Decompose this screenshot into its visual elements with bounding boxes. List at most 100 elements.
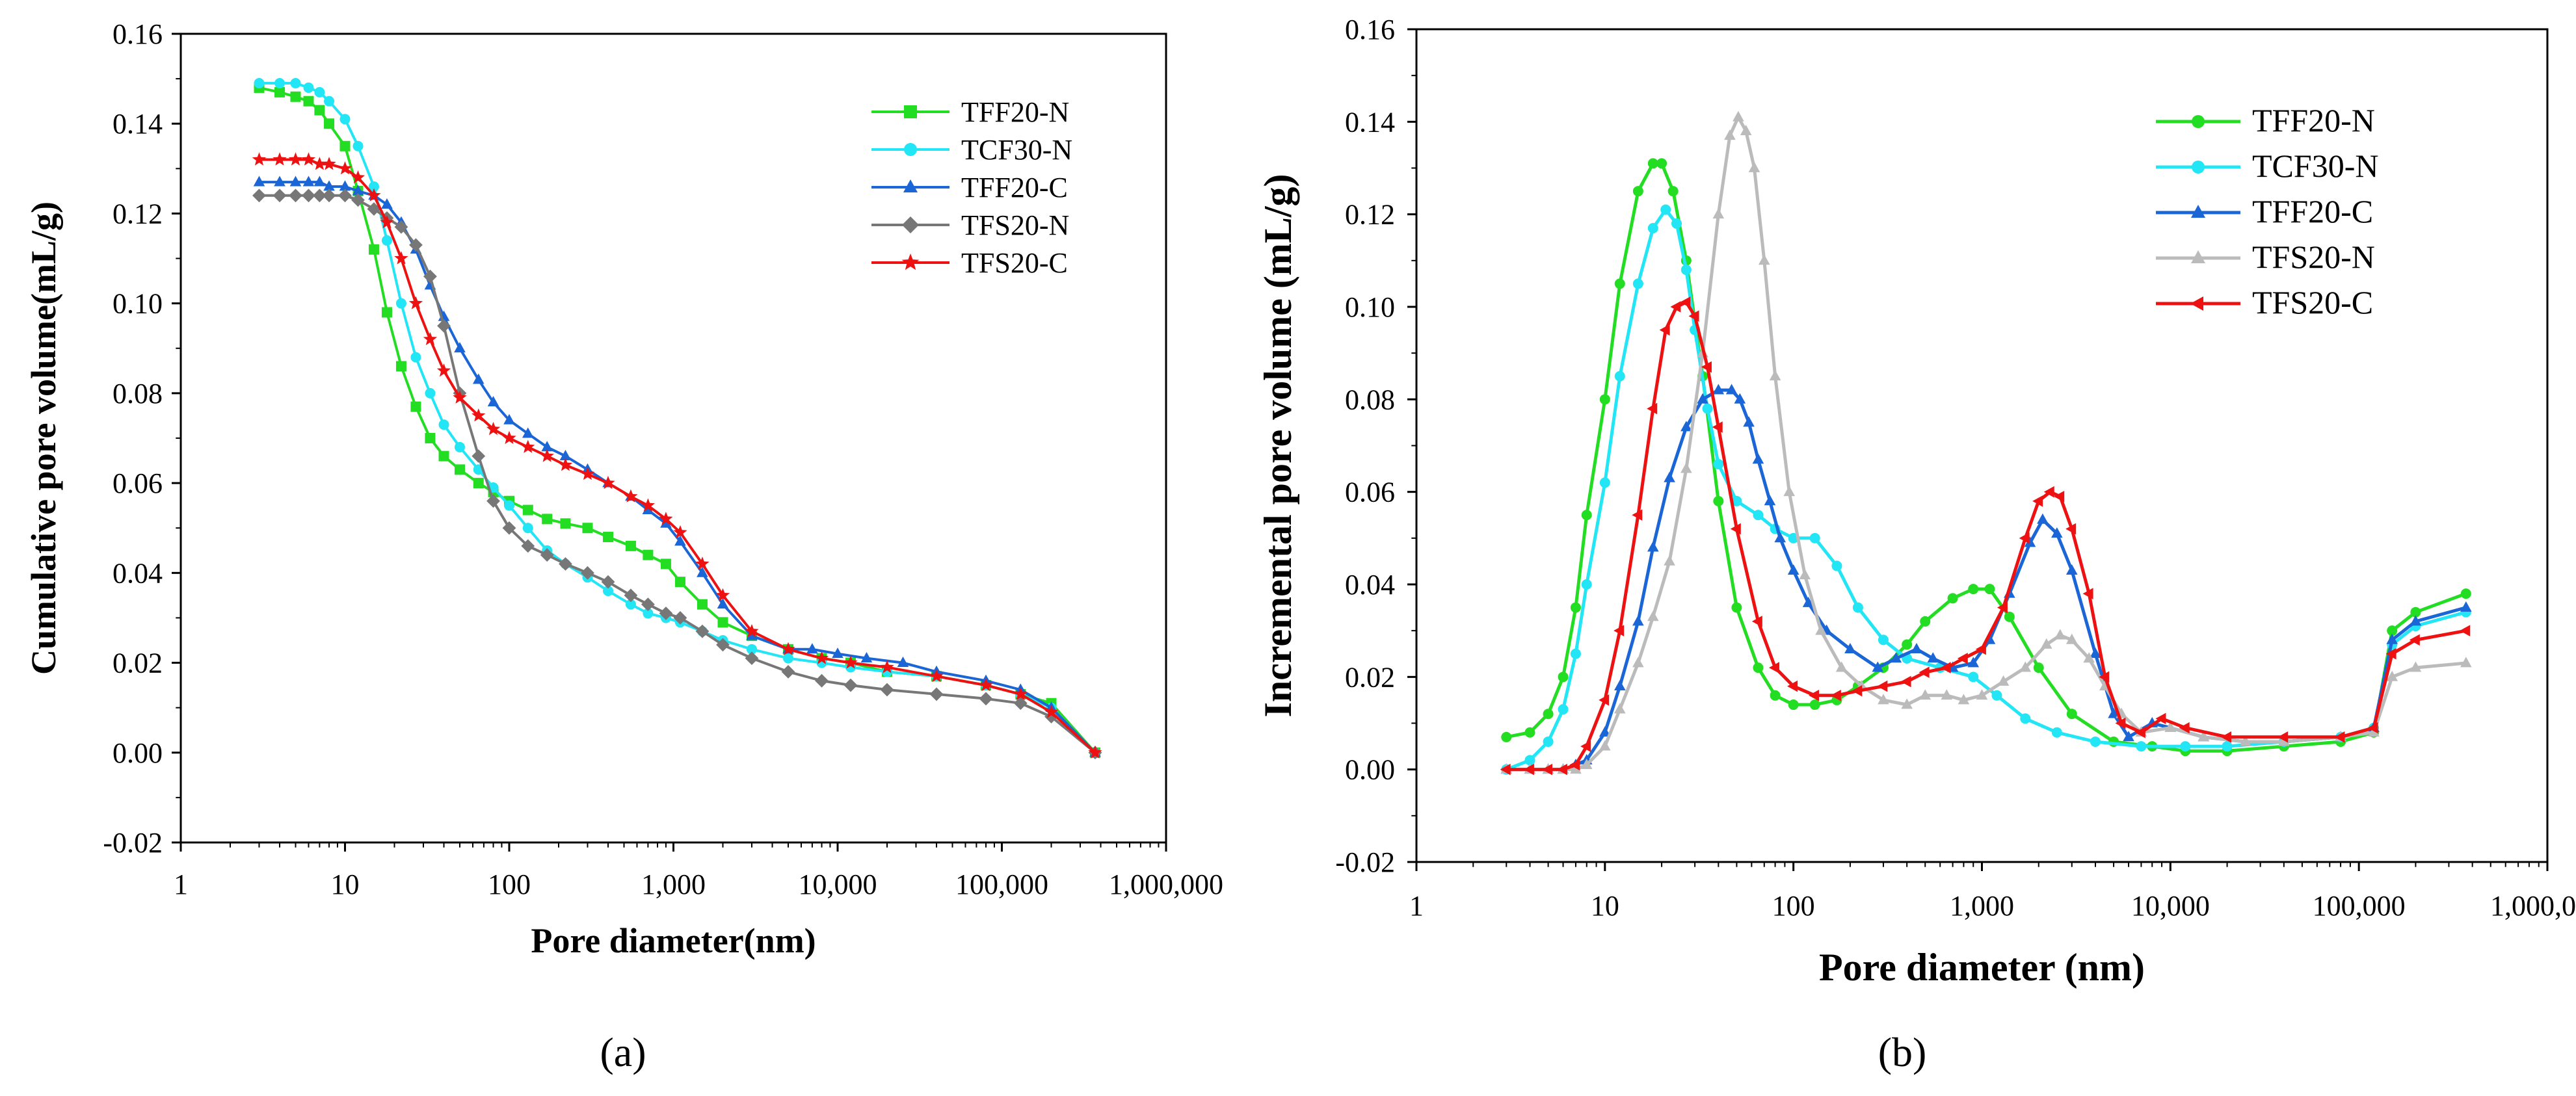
data-point: [673, 525, 687, 539]
data-point: [2066, 709, 2077, 720]
legend-label: TFF20-C: [2252, 193, 2373, 229]
legend-label: TCF30-N: [961, 134, 1072, 166]
data-point: [1013, 686, 1028, 700]
data-point: [1787, 680, 1798, 692]
legend-marker: [2191, 250, 2205, 263]
y-axis-title: Incremental pore volume (mL/g): [1256, 174, 1299, 718]
data-point: [1712, 384, 1725, 395]
data-point: [1667, 186, 1679, 197]
data-point: [395, 361, 406, 372]
legend-marker: [901, 254, 920, 270]
x-tick-label: 1: [1409, 890, 1424, 922]
data-point: [313, 176, 326, 187]
data-point: [367, 202, 381, 216]
data-point: [1599, 394, 1610, 405]
legend-label: TCF30-N: [2252, 148, 2378, 184]
data-point: [1712, 421, 1723, 433]
y-tick-label: 0.10: [1345, 291, 1395, 323]
data-point: [1997, 675, 2010, 686]
data-point: [324, 118, 335, 129]
data-point: [274, 78, 285, 89]
data-point: [1751, 616, 1762, 627]
data-point: [624, 588, 638, 603]
data-point: [540, 449, 554, 462]
data-point: [2410, 607, 2421, 618]
data-point: [1614, 278, 1625, 289]
data-point: [1599, 726, 1611, 737]
data-point: [1730, 523, 1741, 535]
data-point: [381, 235, 392, 246]
data-point: [1713, 495, 1724, 506]
data-point: [1713, 458, 1724, 469]
data-point: [339, 180, 351, 191]
data-point: [302, 176, 315, 187]
y-tick-label: 0.10: [113, 288, 163, 320]
x-axis-title: Pore diameter(nm): [531, 921, 816, 960]
data-point: [312, 189, 326, 203]
data-point: [559, 557, 572, 571]
data-point: [487, 396, 499, 407]
y-tick-label: 0.14: [1345, 106, 1395, 138]
data-point: [1632, 186, 1643, 197]
data-point: [1524, 727, 1535, 738]
data-point: [2024, 536, 2036, 547]
data-point: [2043, 486, 2054, 498]
data-point: [1647, 402, 1658, 415]
data-point: [2082, 588, 2093, 600]
data-point: [2040, 638, 2052, 649]
data-point: [1878, 634, 1889, 646]
data-point: [1688, 310, 1699, 322]
data-point: [1940, 662, 1951, 673]
data-point: [2051, 527, 2063, 538]
data-point: [2099, 671, 2110, 683]
data-point: [1614, 371, 1625, 382]
data-point: [979, 677, 993, 692]
x-tick-label: 100: [1772, 890, 1815, 922]
data-point: [2004, 611, 2015, 622]
data-point: [581, 566, 594, 580]
data-point: [1768, 662, 1779, 673]
data-point: [486, 422, 501, 436]
data-point: [1748, 161, 1760, 172]
data-point: [381, 198, 393, 209]
data-point: [624, 489, 638, 502]
data-point: [695, 556, 710, 570]
data-point: [1958, 694, 1970, 705]
data-point: [1770, 690, 1781, 701]
legend-label: TFS20-C: [2252, 284, 2373, 320]
data-point: [367, 188, 381, 202]
data-point: [880, 683, 894, 697]
data-point: [438, 450, 449, 462]
data-point: [410, 401, 421, 412]
data-point: [674, 577, 685, 588]
data-point: [409, 238, 423, 252]
data-point: [2090, 736, 2101, 747]
data-point: [437, 319, 451, 333]
data-point: [1809, 690, 1820, 701]
data-point: [2460, 625, 2471, 636]
data-point: [641, 597, 655, 612]
data-point: [2115, 717, 2126, 729]
data-point: [394, 220, 408, 234]
data-point: [1743, 416, 1755, 427]
data-point: [423, 269, 437, 283]
data-point: [1733, 111, 1744, 122]
data-point: [1878, 694, 1889, 705]
series-tfs20-n: [252, 189, 1102, 760]
x-tick-label: 10,000: [799, 868, 877, 900]
data-point: [324, 96, 335, 107]
data-point: [2134, 726, 2145, 738]
data-point: [1599, 694, 1610, 706]
data-point: [2065, 564, 2078, 575]
data-point: [522, 504, 533, 515]
data-point: [453, 390, 467, 404]
data-point: [301, 152, 316, 166]
data-point: [272, 189, 287, 203]
y-tick-label: 0.06: [113, 467, 163, 499]
data-point: [673, 611, 687, 625]
data-point: [2123, 731, 2134, 742]
x-tick-label: 1: [174, 868, 188, 900]
series-group: [1500, 111, 2472, 776]
data-point: [1570, 648, 1581, 659]
y-tick-label: 0.12: [1345, 199, 1395, 231]
